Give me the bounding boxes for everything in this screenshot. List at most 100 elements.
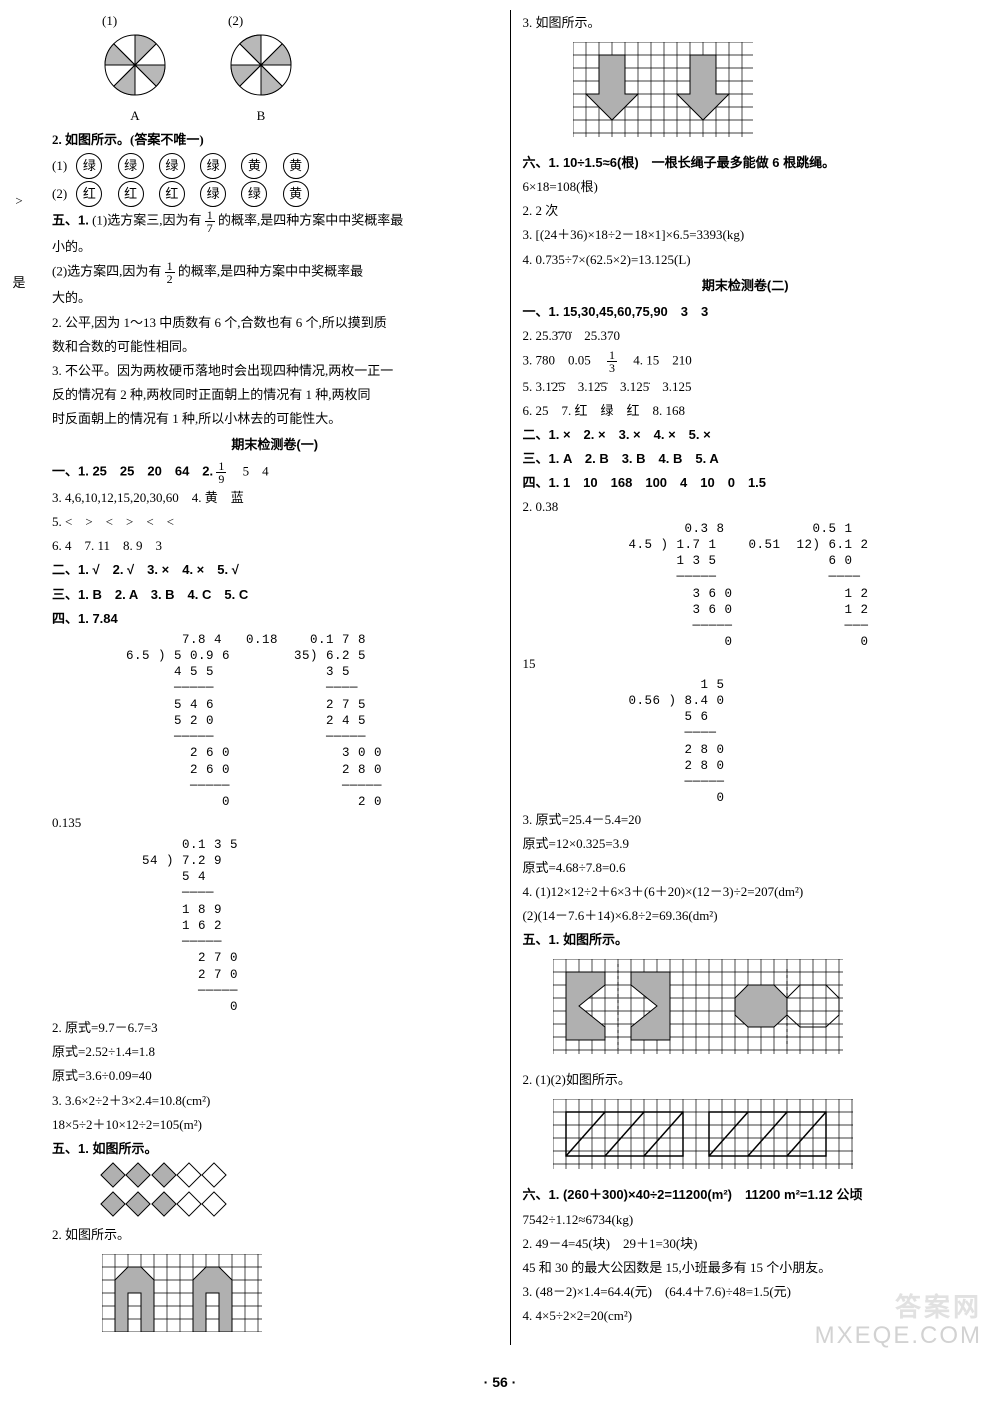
b1-5: 5. 3.1̇2̇5̇ 3.12̇5̇ 3.125̇ 3.125 — [523, 376, 969, 398]
division-2: 0.1 3 5 54 ) 7.2 9 5 4 ──── 1 8 9 1 6 2 … — [102, 837, 498, 1016]
s4-2c: 原式=3.6÷0.09=40 — [52, 1065, 498, 1087]
b6-2a: 2. 49－4=45(块) 29＋1=30(块) — [523, 1233, 969, 1255]
exam2-title: 期末检测卷(二) — [523, 275, 969, 297]
d: 2 — [165, 273, 175, 285]
t: 3. 780 0.05 — [523, 352, 604, 367]
s4-3b: 18×5÷2＋10×12÷2=105(m²) — [52, 1114, 498, 1136]
b4-3a: 3. 原式=25.4－5.4=20 — [523, 809, 969, 831]
token: 绿 — [241, 181, 267, 207]
diamond-icon — [151, 1191, 176, 1216]
division-r2: 1 5 0.56 ) 8.4 0 5 6 ──── 2 8 0 2 8 0 ──… — [573, 677, 969, 807]
q52: 2. 公平,因为 1～13 中质数有 6 个,合数也有 6 个,所以摸到质 — [52, 312, 498, 334]
frac-1-3: 13 — [607, 349, 617, 374]
token: 绿 — [76, 153, 102, 179]
s5-1: 五、1. 如图所示。 — [52, 1138, 498, 1160]
b4-1: 四、1. 1 10 168 100 4 10 0 1.5 — [523, 472, 969, 494]
pie-b: (2) B — [228, 10, 294, 127]
t: 5 4 — [230, 464, 269, 479]
b1-1: 一、1. 15,30,45,60,75,90 3 3 — [523, 301, 969, 323]
s3: 三、1. B 2. A 3. B 4. C 5. C — [52, 584, 498, 606]
b6-1b: 7542÷1.12≈6734(kg) — [523, 1209, 969, 1231]
frac-1-2: 12 — [165, 260, 175, 285]
grid-fig-r2 — [553, 959, 843, 1054]
b4-3b: 原式=12×0.325=3.9 — [523, 833, 969, 855]
s1-1: 一、1. 25 25 20 64 2. 19 5 4 — [52, 460, 498, 485]
five-1c: 小的。 — [52, 236, 498, 258]
n: 1 — [607, 349, 617, 362]
row1-label: (1) — [52, 158, 67, 173]
s1-6: 6. 4 7. 11 8. 9 3 — [52, 535, 498, 557]
r6-1: 六、1. 10÷1.5≈6(根) 一根长绳子最多能做 6 根跳绳。 — [523, 152, 969, 174]
t: (1)选方案三,因为有 — [92, 213, 201, 228]
q53c: 时反面朝上的情况有 1 种,所以小林去的可能性大。 — [52, 408, 498, 430]
divr2-label: 15 — [523, 653, 969, 675]
diamond-icon — [201, 1191, 226, 1216]
diamond-icon — [126, 1191, 151, 1216]
grid-svg — [102, 1254, 262, 1332]
pie-b-label: B — [228, 105, 294, 127]
token: 绿 — [200, 181, 226, 207]
grid-svg — [553, 959, 843, 1054]
s5-2: 2. 如图所示。 — [52, 1224, 498, 1246]
token: 红 — [159, 181, 185, 207]
pie-a: (1) A — [102, 10, 168, 127]
division-r1: 0.3 8 0.5 1 4.5 ) 1.7 1 0.51 12) 6.1 2 1… — [573, 521, 969, 651]
grid-svg — [573, 42, 753, 137]
d: 7 — [205, 222, 215, 234]
b1-2: 2. 25.3̇7̇0̇ 25.370 — [523, 325, 969, 347]
t: 一、1. 25 25 20 64 2. — [52, 464, 213, 479]
d: 9 — [216, 473, 226, 485]
five-label: 五、1. — [52, 213, 89, 228]
diamond-icon — [126, 1162, 151, 1187]
r6-1b: 6×18=108(根) — [523, 176, 969, 198]
t: 的概率,是四种方案中中奖概率最 — [218, 213, 403, 228]
q2-text: 2. 如图所示。(答案不唯一) — [52, 132, 204, 147]
s4-3a: 3. 3.6×2÷2＋3×2.4=10.8(cm²) — [52, 1090, 498, 1112]
margin-sym: > — [5, 190, 33, 212]
diamond-icon — [176, 1191, 201, 1216]
row2-label: (2) — [52, 186, 67, 201]
diamond-icon — [100, 1191, 125, 1216]
division-1: 7.8 4 0.18 0.1 7 8 6.5 ) 5 0.9 6 35) 6.2… — [102, 632, 498, 811]
s4-2b: 原式=2.52÷1.4=1.8 — [52, 1041, 498, 1063]
b6-2b: 45 和 30 的最大公因数是 15,小班最多有 15 个小朋友。 — [523, 1257, 969, 1279]
q52b: 数和合数的可能性相同。 — [52, 336, 498, 358]
s1-5: 5. < > < > < < — [52, 511, 498, 533]
d: 3 — [607, 362, 617, 374]
margin-notes: > 是 — [5, 190, 33, 354]
pie-a-label: A — [102, 105, 168, 127]
s1-3: 3. 4,6,10,12,15,20,30,60 4. 黄 蓝 — [52, 487, 498, 509]
b6-1: 六、1. (260＋300)×40÷2=11200(m²) 11200 m²=1… — [523, 1184, 969, 1206]
r6-4: 4. 0.735÷7×(62.5×2)=13.125(L) — [523, 249, 969, 271]
diamond-fig — [102, 1164, 498, 1222]
grid-svg — [553, 1099, 853, 1169]
token: 绿 — [118, 153, 144, 179]
r6-2: 2. 2 次 — [523, 200, 969, 222]
circle-row-2: (2) 红 红 红 绿 绿 黄 — [52, 181, 498, 207]
pie-a-svg — [102, 32, 168, 98]
five-2c: 大的。 — [52, 287, 498, 309]
q53b: 反的情况有 2 种,两枚同时正面朝上的情况有 1 种,两枚同 — [52, 384, 498, 406]
token: 绿 — [159, 153, 185, 179]
diamond-icon — [176, 1162, 201, 1187]
token: 黄 — [283, 181, 309, 207]
five-2: (2)选方案四,因为有 12 的概率,是四种方案中中奖概率最 — [52, 260, 498, 285]
watermark-url: MXEQE.COM — [815, 1316, 982, 1357]
b4-2: 2. 0.38 — [523, 496, 969, 518]
diamond-icon — [201, 1162, 226, 1187]
b2: 二、1. × 2. × 3. × 4. × 5. × — [523, 424, 969, 446]
b3: 三、1. A 2. B 3. B 4. B 5. A — [523, 448, 969, 470]
page-number: · 56 · — [0, 1365, 1000, 1409]
s2: 二、1. √ 2. √ 3. × 4. × 5. √ — [52, 559, 498, 581]
diamond-icon — [100, 1162, 125, 1187]
token: 绿 — [200, 153, 226, 179]
b5-2: 2. (1)(2)如图所示。 — [523, 1069, 969, 1091]
b4-4b: (2)(14－7.6＋14)×6.8÷2=69.36(dm²) — [523, 905, 969, 927]
pie-row: (1) A (2) — [102, 10, 498, 127]
grid-fig-r3 — [553, 1099, 853, 1169]
s4-2a: 2. 原式=9.7－6.7=3 — [52, 1017, 498, 1039]
t: 的概率,是四种方案中中奖概率最 — [178, 264, 363, 279]
q53: 3. 不公平。因为两枚硬币落地时会出现四种情况,两枚一正一 — [52, 360, 498, 382]
exam1-title: 期末检测卷(一) — [52, 434, 498, 456]
frac-1-7: 17 — [205, 209, 215, 234]
